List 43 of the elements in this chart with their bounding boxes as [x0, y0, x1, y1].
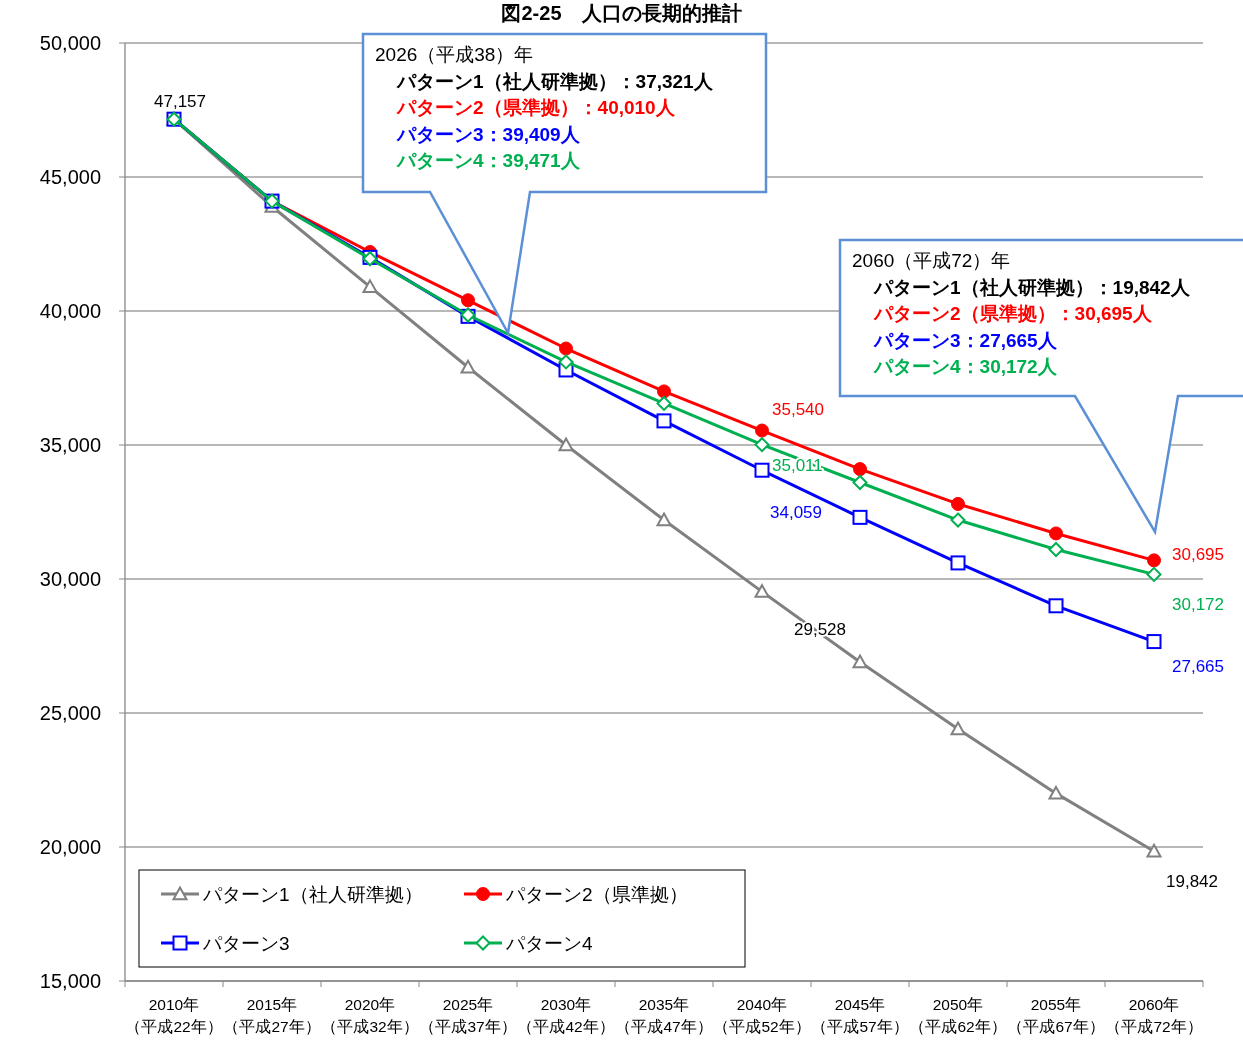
- annotation: パターン1（社人研準拠）：37,321人: [396, 70, 714, 92]
- y-tick-label: 25,000: [39, 702, 101, 724]
- legend-label: パターン2（県準拠）: [505, 884, 688, 905]
- y-tick-label: 15,000: [39, 970, 101, 992]
- y-tick-label: 40,000: [39, 300, 101, 322]
- x-tick-label: 2050年（平成62年）: [909, 996, 1007, 1035]
- data-label: 27,665: [1172, 656, 1224, 676]
- annotation: パターン1（社人研準拠）：19,842人: [873, 276, 1191, 298]
- legend-label: パターン4: [505, 933, 593, 954]
- data-label: 47,157: [154, 92, 206, 112]
- y-tick-label: 50,000: [39, 32, 101, 54]
- x-tick-label: 2060年（平成72年）: [1105, 996, 1203, 1035]
- x-tick-label: 2035年（平成47年）: [615, 996, 713, 1035]
- x-tick-label: 2045年（平成57年）: [811, 996, 909, 1035]
- legend-label: パターン1（社人研準拠）: [202, 884, 423, 905]
- data-label: 30,695: [1172, 545, 1224, 565]
- y-tick-label: 45,000: [39, 166, 101, 188]
- annotation: パターン2（県準拠）：30,695人: [873, 303, 1153, 324]
- x-tick-label: 2015年（平成27年）: [223, 996, 321, 1035]
- x-tick-label: 2055年（平成67年）: [1007, 996, 1105, 1035]
- chart-title: 図2-25 人口の長期的推計: [501, 2, 742, 24]
- legend-label: パターン3: [202, 933, 290, 954]
- y-tick-label: 35,000: [39, 434, 101, 456]
- data-label: 29,528: [794, 619, 846, 639]
- annotation: パターン4：30,172人: [873, 356, 1058, 377]
- annotation: パターン4：39,471人: [396, 150, 581, 171]
- x-tick-label: 2040年（平成52年）: [713, 996, 811, 1035]
- data-label: 35,540: [772, 399, 824, 419]
- x-tick-label: 2025年（平成37年）: [419, 996, 517, 1035]
- annotation: 2026（平成38）年: [375, 44, 534, 65]
- data-label: 19,842: [1166, 872, 1218, 892]
- annotation: パターン2（県準拠）：40,010人: [396, 97, 676, 118]
- annotation: パターン3：39,409人: [396, 123, 581, 145]
- y-tick-label: 30,000: [39, 568, 101, 590]
- x-tick-label: 2030年（平成42年）: [517, 996, 615, 1035]
- data-label: 35,011: [772, 455, 823, 475]
- y-tick-label: 20,000: [39, 836, 101, 858]
- data-label: 34,059: [770, 503, 822, 523]
- x-tick-label: 2010年（平成22年）: [125, 996, 223, 1035]
- annotation: 2060（平成72）年: [852, 250, 1011, 271]
- annotation: パターン3：27,665人: [873, 329, 1058, 351]
- data-label: 30,172: [1172, 595, 1224, 615]
- x-tick-label: 2020年（平成32年）: [321, 996, 419, 1035]
